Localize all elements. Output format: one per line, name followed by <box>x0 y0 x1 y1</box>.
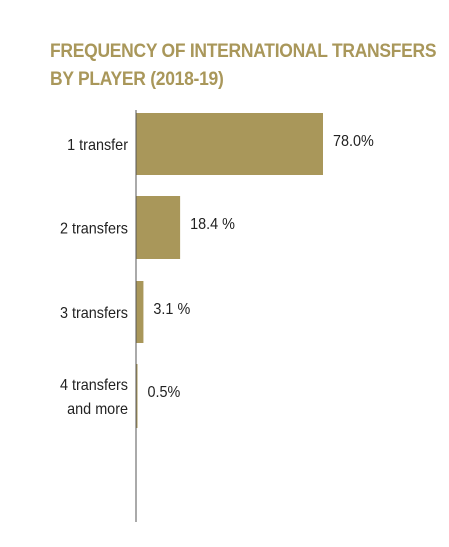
bar-1 <box>136 113 323 175</box>
bar-4 <box>136 364 138 428</box>
bar-2 <box>136 196 181 259</box>
category-label-1-line-1: 1 transfer <box>67 136 128 154</box>
value-label-1: 78.0% <box>333 132 374 150</box>
value-label-4: 0.5% <box>148 383 181 401</box>
category-label-3-line-1: 3 transfers <box>60 304 128 322</box>
labels-layer: 1 transfer 2 transfers 3 transfers 4 transf… <box>60 136 128 418</box>
category-label-2: 2 transfers <box>60 220 128 238</box>
chart-title: FREQUENCY OF INTERNATIONAL TRANSFERS BY … <box>50 38 437 94</box>
category-label-4: 4 transfers and more <box>60 376 128 418</box>
value-label-2: 18.4 % <box>190 215 235 233</box>
bar-3 <box>136 281 144 343</box>
category-label-2-line-1: 2 transfers <box>60 220 128 238</box>
category-label-4-line-1: 4 transfers <box>60 376 128 394</box>
category-label-3: 3 transfers <box>60 304 128 322</box>
chart-title-line-1: FREQUENCY OF INTERNATIONAL TRANSFERS <box>50 41 437 62</box>
category-label-1: 1 transfer <box>67 136 128 154</box>
chart-title-line-2: BY PLAYER (2018-19) <box>50 69 224 90</box>
bars-layer: 78.0% 18.4 % 3.1 % 0.5% <box>136 113 374 428</box>
value-label-3: 3.1 % <box>153 300 190 318</box>
category-label-4-line-2: and more <box>67 400 128 418</box>
